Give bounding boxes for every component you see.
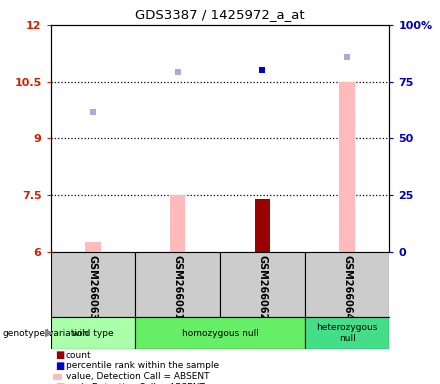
Text: percentile rank within the sample: percentile rank within the sample — [66, 361, 219, 371]
Text: wild type: wild type — [72, 329, 114, 338]
Bar — [304, 317, 389, 349]
Text: GSM266063: GSM266063 — [88, 255, 98, 320]
Bar — [170, 195, 185, 252]
Text: homozygous null: homozygous null — [182, 329, 258, 338]
Bar — [136, 252, 220, 317]
Title: GDS3387 / 1425972_a_at: GDS3387 / 1425972_a_at — [135, 8, 305, 21]
Text: ■: ■ — [55, 382, 64, 384]
Text: count: count — [66, 351, 92, 360]
Bar — [136, 317, 305, 349]
Text: GSM266064: GSM266064 — [342, 255, 352, 320]
Text: rank, Detection Call = ABSENT: rank, Detection Call = ABSENT — [66, 383, 205, 384]
Text: ■: ■ — [55, 361, 64, 371]
Bar — [339, 82, 355, 252]
Bar — [304, 252, 389, 317]
Bar — [51, 252, 136, 317]
Bar — [51, 317, 136, 349]
Text: value, Detection Call = ABSENT: value, Detection Call = ABSENT — [66, 372, 209, 381]
Text: GSM266061: GSM266061 — [172, 255, 183, 320]
Bar — [255, 199, 270, 252]
Text: genotype/variation: genotype/variation — [2, 329, 88, 338]
Text: heterozygous
null: heterozygous null — [316, 323, 378, 343]
Bar — [85, 242, 101, 252]
Bar — [255, 199, 270, 252]
Text: GSM266062: GSM266062 — [257, 255, 268, 320]
Text: ■: ■ — [55, 350, 64, 360]
Bar — [220, 252, 304, 317]
Text: ▶: ▶ — [45, 328, 54, 338]
